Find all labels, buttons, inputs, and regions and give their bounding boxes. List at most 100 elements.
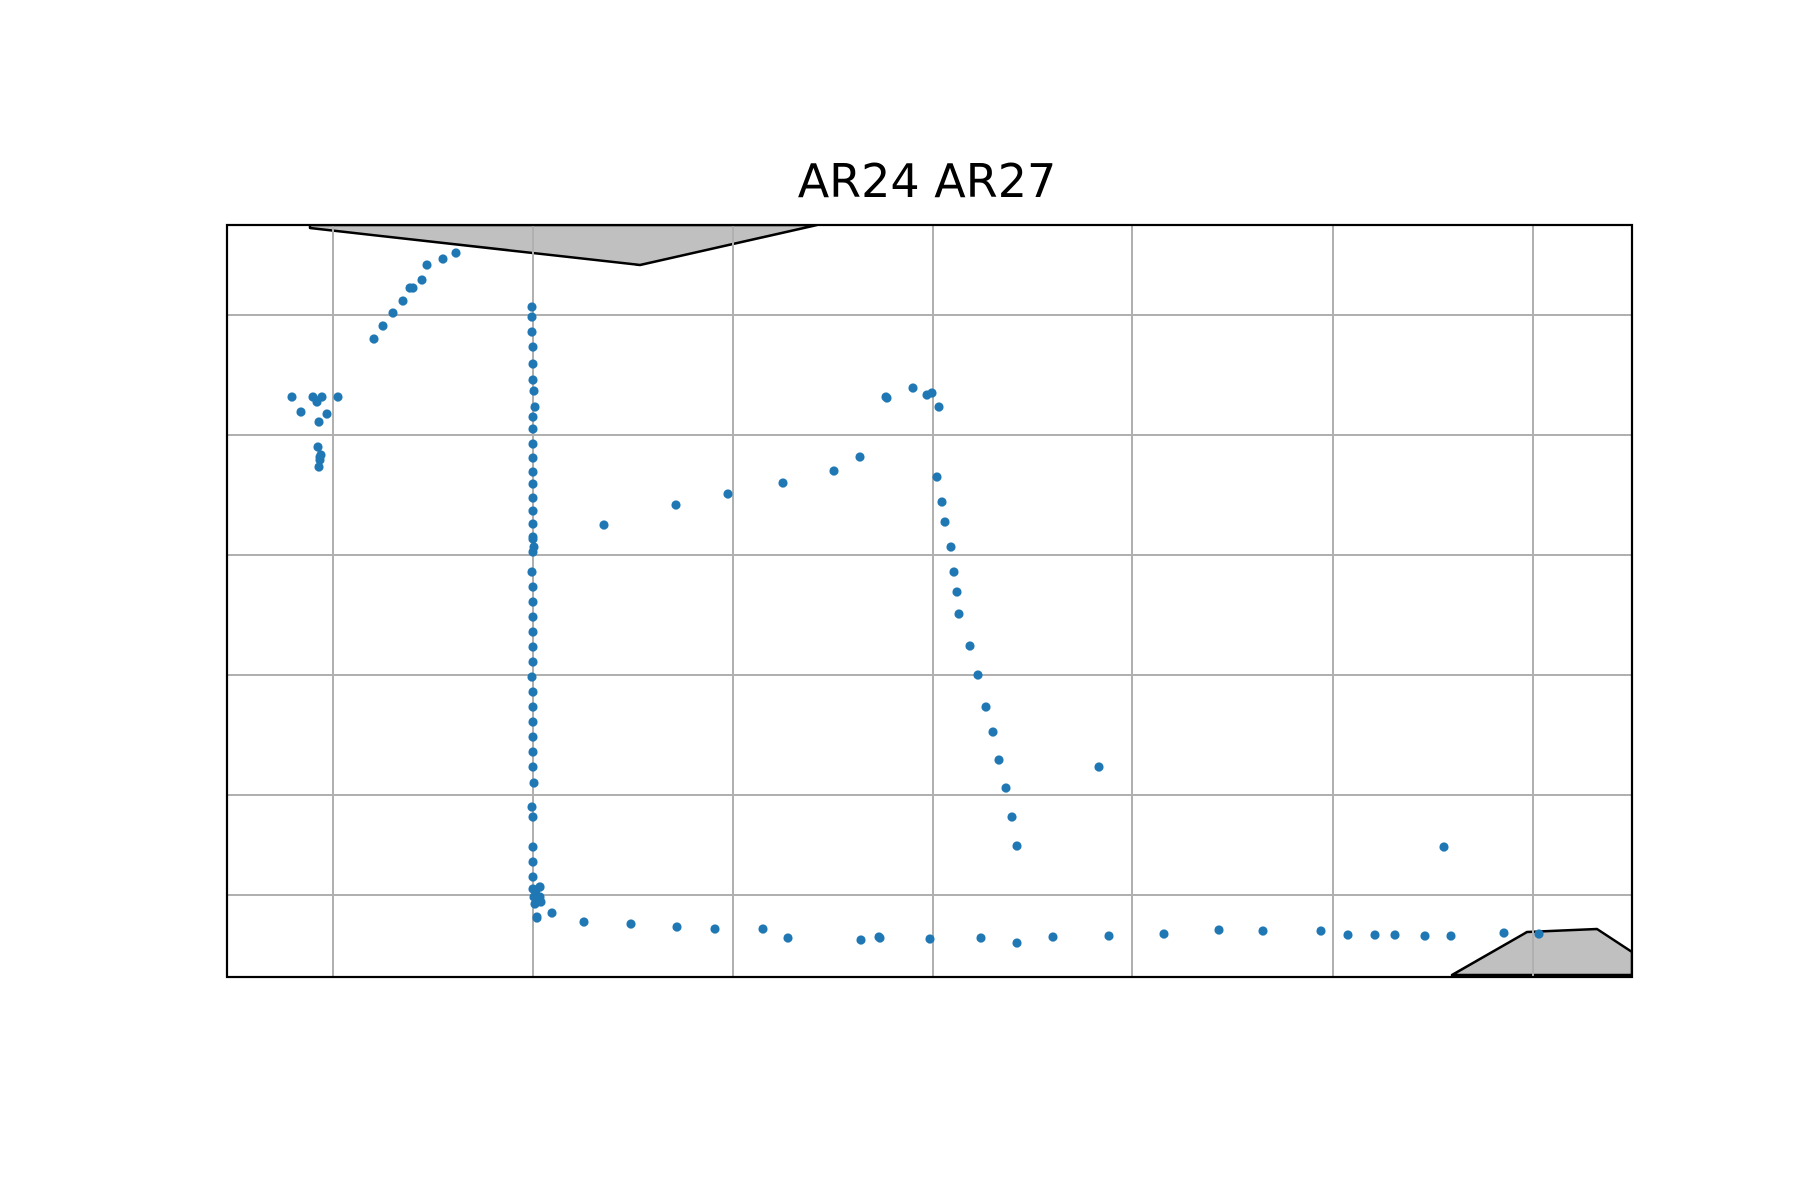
data-point [369, 334, 379, 344]
data-point [535, 882, 545, 892]
data-point [528, 467, 538, 477]
data-point [528, 532, 538, 542]
data-point [547, 908, 557, 918]
data-point [954, 609, 964, 619]
data-point [1214, 925, 1224, 935]
data-point [882, 393, 892, 403]
data-point [527, 327, 537, 337]
data-point [927, 388, 937, 398]
data-point [388, 308, 398, 318]
data-point [529, 386, 539, 396]
data-point [532, 913, 542, 923]
data-point [671, 500, 681, 510]
data-point [952, 587, 962, 597]
data-point [1094, 762, 1104, 772]
data-point [1258, 926, 1268, 936]
data-point [527, 567, 537, 577]
data-point [1446, 931, 1456, 941]
gridlines [227, 225, 1632, 977]
data-point [287, 392, 297, 402]
data-point [530, 402, 540, 412]
data-point [438, 254, 448, 264]
data-point [1420, 931, 1430, 941]
data-point [528, 812, 538, 822]
data-point [408, 283, 418, 293]
data-point [528, 717, 538, 727]
data-point [317, 392, 327, 402]
data-point [1534, 929, 1544, 939]
data-point [528, 627, 538, 637]
data-point [937, 497, 947, 507]
data-point [940, 517, 950, 527]
data-point [1316, 926, 1326, 936]
data-point [451, 248, 461, 258]
land-polygon [308, 225, 819, 267]
data-point [313, 442, 323, 452]
data-point [599, 520, 609, 530]
data-point [528, 453, 538, 463]
data-point [875, 933, 885, 943]
data-point [528, 642, 538, 652]
data-point [1012, 938, 1022, 948]
data-point [296, 407, 306, 417]
data-point [528, 342, 538, 352]
data-point [988, 727, 998, 737]
data-point [723, 489, 733, 499]
data-point [528, 582, 538, 592]
data-point [1012, 841, 1022, 851]
data-point [925, 934, 935, 944]
data-point [528, 857, 538, 867]
data-point [527, 672, 537, 682]
data-point [672, 922, 682, 932]
data-point [528, 424, 538, 434]
plot-frame [225, 223, 1634, 979]
chart-title: AR24 AR27 [798, 154, 1057, 208]
data-point [932, 472, 942, 482]
data-point [1104, 931, 1114, 941]
data-point [322, 409, 332, 419]
data-point [527, 302, 537, 312]
data-point [528, 747, 538, 757]
land-polygon [1450, 927, 1632, 977]
data-point [976, 933, 986, 943]
data-point [1001, 783, 1011, 793]
data-point [314, 462, 324, 472]
data-point [1159, 929, 1169, 939]
data-point [965, 641, 975, 651]
data-point [1390, 930, 1400, 940]
data-point [536, 897, 546, 907]
data-point [528, 439, 538, 449]
data-point [528, 702, 538, 712]
data-point [626, 919, 636, 929]
data-point [314, 417, 324, 427]
data-point [981, 702, 991, 712]
data-point [528, 842, 538, 852]
data-point [528, 884, 538, 894]
data-point [528, 479, 538, 489]
data-point [1007, 812, 1017, 822]
data-point [528, 597, 538, 607]
data-point [528, 375, 538, 385]
data-point [855, 452, 865, 462]
data-point [528, 612, 538, 622]
data-point [528, 732, 538, 742]
data-point [529, 542, 539, 552]
data-point [1370, 930, 1380, 940]
data-point [528, 687, 538, 697]
data-point [529, 778, 539, 788]
data-point [1343, 930, 1353, 940]
data-point [528, 872, 538, 882]
data-point [949, 567, 959, 577]
data-point [829, 466, 839, 476]
land-masses [308, 225, 1632, 977]
data-point [528, 506, 538, 516]
data-point [398, 296, 408, 306]
data-point [908, 383, 918, 393]
data-point [710, 924, 720, 934]
data-point [528, 412, 538, 422]
data-point [527, 802, 537, 812]
data-point [528, 493, 538, 503]
data-point [994, 755, 1004, 765]
data-point [378, 321, 388, 331]
